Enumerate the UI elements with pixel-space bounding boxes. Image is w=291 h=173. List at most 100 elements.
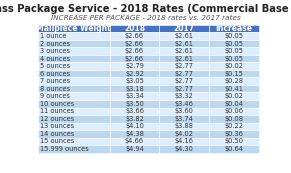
- Bar: [38, 40, 110, 47]
- Bar: [159, 40, 209, 47]
- Text: $2.66: $2.66: [125, 40, 144, 47]
- Bar: [159, 55, 209, 62]
- Bar: [159, 32, 209, 40]
- Text: 11 ounces: 11 ounces: [40, 108, 74, 114]
- Bar: [159, 77, 209, 85]
- Text: 6 ounces: 6 ounces: [40, 71, 70, 77]
- Text: 1 ounce: 1 ounce: [40, 33, 67, 39]
- Text: $3.60: $3.60: [175, 108, 194, 114]
- Bar: [38, 62, 110, 70]
- Bar: [159, 122, 209, 130]
- Text: $0.05: $0.05: [224, 40, 243, 47]
- Text: $0.28: $0.28: [224, 78, 243, 84]
- Text: Mailpiece Weight: Mailpiece Weight: [36, 24, 111, 33]
- Text: $4.66: $4.66: [125, 138, 144, 144]
- Text: $0.15: $0.15: [224, 71, 243, 77]
- Bar: [159, 100, 209, 107]
- Bar: [209, 40, 258, 47]
- Text: $4.16: $4.16: [175, 138, 194, 144]
- Text: $0.05: $0.05: [224, 56, 243, 62]
- Bar: [38, 25, 110, 32]
- Text: $0.05: $0.05: [224, 33, 243, 39]
- Bar: [110, 55, 159, 62]
- Bar: [38, 122, 110, 130]
- Bar: [159, 25, 209, 32]
- Bar: [209, 25, 258, 32]
- Text: $2.66: $2.66: [125, 56, 144, 62]
- Text: $3.66: $3.66: [125, 108, 144, 114]
- Bar: [110, 138, 159, 145]
- Bar: [38, 100, 110, 107]
- Text: $3.88: $3.88: [175, 123, 194, 129]
- Bar: [38, 130, 110, 138]
- Bar: [159, 85, 209, 92]
- Bar: [209, 115, 258, 122]
- Bar: [110, 130, 159, 138]
- Bar: [159, 130, 209, 138]
- Bar: [209, 32, 258, 40]
- Bar: [38, 55, 110, 62]
- Bar: [110, 115, 159, 122]
- Text: $3.05: $3.05: [125, 78, 144, 84]
- Bar: [110, 62, 159, 70]
- Text: 2017: 2017: [173, 24, 195, 33]
- Text: 9 ounces: 9 ounces: [40, 93, 70, 99]
- Text: $0.41: $0.41: [224, 86, 243, 92]
- Bar: [38, 138, 110, 145]
- Text: $0.22: $0.22: [224, 123, 243, 129]
- Text: $0.02: $0.02: [224, 93, 243, 99]
- Bar: [209, 145, 258, 153]
- Text: $3.18: $3.18: [125, 86, 144, 92]
- Text: 12 ounces: 12 ounces: [40, 116, 74, 122]
- Bar: [159, 107, 209, 115]
- Text: $3.32: $3.32: [175, 93, 194, 99]
- Text: $2.92: $2.92: [125, 71, 144, 77]
- Text: $2.61: $2.61: [175, 33, 194, 39]
- Text: 7 ounces: 7 ounces: [40, 78, 70, 84]
- Text: 14 ounces: 14 ounces: [40, 131, 74, 137]
- Text: $2.77: $2.77: [175, 86, 194, 92]
- Bar: [38, 77, 110, 85]
- Bar: [159, 92, 209, 100]
- Bar: [209, 62, 258, 70]
- Text: $0.02: $0.02: [224, 63, 243, 69]
- Text: First Class Package Service - 2018 Rates (Commercial Base Pricing): First Class Package Service - 2018 Rates…: [0, 4, 291, 14]
- Text: $0.05: $0.05: [224, 48, 243, 54]
- Bar: [38, 145, 110, 153]
- Bar: [38, 70, 110, 77]
- Bar: [159, 47, 209, 55]
- Bar: [110, 70, 159, 77]
- Bar: [209, 130, 258, 138]
- Text: 15 ounces: 15 ounces: [40, 138, 74, 144]
- Text: $0.50: $0.50: [224, 138, 243, 144]
- Bar: [38, 85, 110, 92]
- Bar: [159, 115, 209, 122]
- Bar: [159, 138, 209, 145]
- Text: 2018: 2018: [124, 24, 145, 33]
- Text: $0.06: $0.06: [224, 108, 243, 114]
- Bar: [209, 55, 258, 62]
- Text: 2 ounces: 2 ounces: [40, 40, 70, 47]
- Text: 10 ounces: 10 ounces: [40, 101, 74, 107]
- Bar: [38, 32, 110, 40]
- Bar: [110, 25, 159, 32]
- Text: $0.64: $0.64: [224, 146, 243, 152]
- Text: $2.77: $2.77: [175, 78, 194, 84]
- Text: $0.08: $0.08: [224, 116, 243, 122]
- Text: $2.77: $2.77: [175, 63, 194, 69]
- Bar: [38, 92, 110, 100]
- Bar: [209, 85, 258, 92]
- Text: $3.50: $3.50: [125, 101, 144, 107]
- Bar: [38, 107, 110, 115]
- Bar: [159, 70, 209, 77]
- Bar: [110, 40, 159, 47]
- Bar: [110, 32, 159, 40]
- Bar: [110, 122, 159, 130]
- Text: $4.38: $4.38: [125, 131, 144, 137]
- Bar: [209, 47, 258, 55]
- Bar: [159, 145, 209, 153]
- Text: $0.36: $0.36: [224, 131, 243, 137]
- Bar: [110, 145, 159, 153]
- Text: $2.77: $2.77: [175, 71, 194, 77]
- Bar: [209, 70, 258, 77]
